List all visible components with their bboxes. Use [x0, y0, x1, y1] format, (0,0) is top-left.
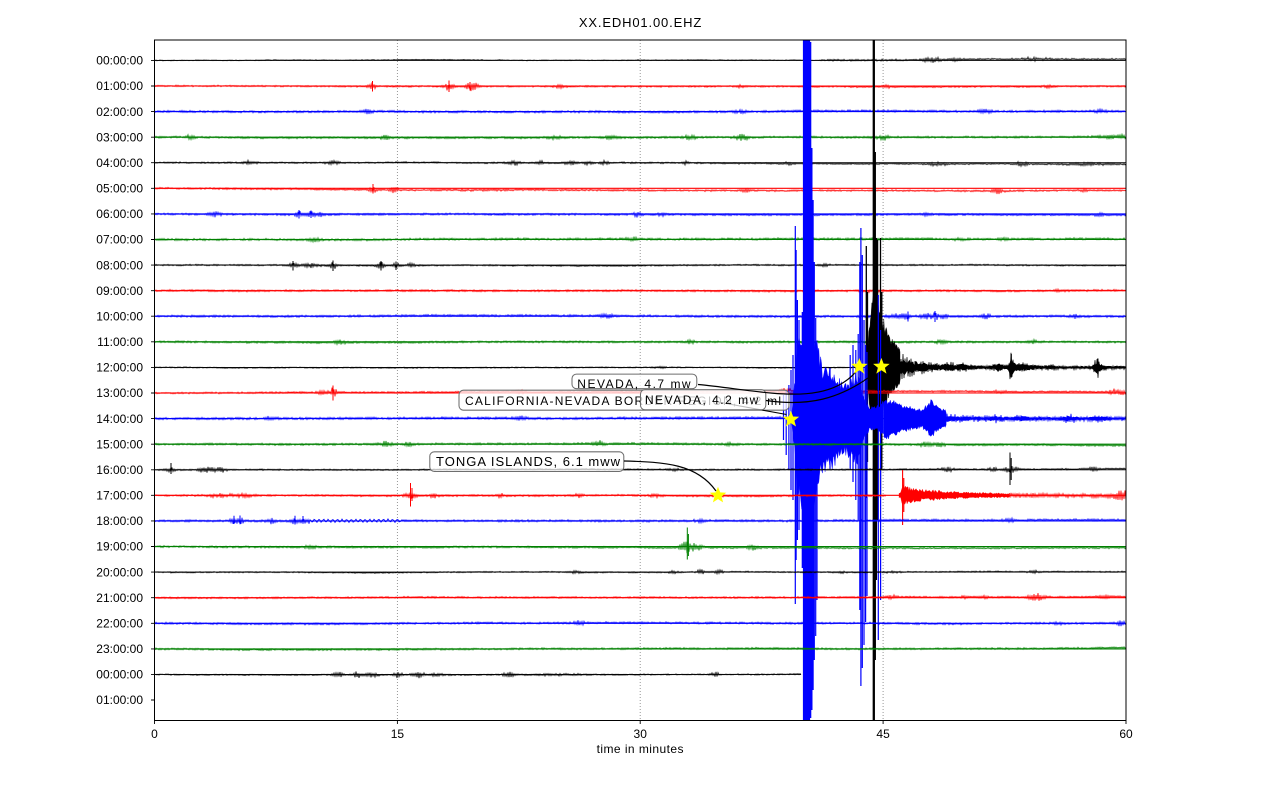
svg-text:18:00:00: 18:00:00: [96, 514, 143, 528]
svg-text:XX.EDH01.00.EHZ: XX.EDH01.00.EHZ: [579, 15, 702, 30]
svg-text:15:00:00: 15:00:00: [96, 437, 143, 451]
svg-text:15: 15: [391, 727, 405, 741]
svg-text:13:00:00: 13:00:00: [96, 386, 143, 400]
svg-text:01:00:00: 01:00:00: [96, 79, 143, 93]
svg-text:16:00:00: 16:00:00: [96, 463, 143, 477]
svg-text:NEVADA, 4.2 mw: NEVADA, 4.2 mw: [645, 393, 760, 407]
svg-text:04:00:00: 04:00:00: [96, 156, 143, 170]
svg-text:time in minutes: time in minutes: [597, 742, 684, 756]
svg-text:07:00:00: 07:00:00: [96, 233, 143, 247]
svg-text:01:00:00: 01:00:00: [96, 693, 143, 707]
svg-text:0: 0: [151, 727, 158, 741]
svg-text:21:00:00: 21:00:00: [96, 591, 143, 605]
svg-text:00:00:00: 00:00:00: [96, 54, 143, 68]
svg-text:20:00:00: 20:00:00: [96, 565, 143, 579]
svg-text:06:00:00: 06:00:00: [96, 207, 143, 221]
svg-text:TONGA ISLANDS, 6.1 mww: TONGA ISLANDS, 6.1 mww: [436, 454, 621, 469]
svg-text:NEVADA, 4.7 mw: NEVADA, 4.7 mw: [577, 377, 692, 391]
svg-text:22:00:00: 22:00:00: [96, 617, 143, 631]
svg-text:45: 45: [876, 727, 890, 741]
svg-text:09:00:00: 09:00:00: [96, 284, 143, 298]
svg-text:19:00:00: 19:00:00: [96, 540, 143, 554]
svg-text:23:00:00: 23:00:00: [96, 642, 143, 656]
svg-text:17:00:00: 17:00:00: [96, 489, 143, 503]
svg-text:02:00:00: 02:00:00: [96, 105, 143, 119]
svg-text:00:00:00: 00:00:00: [96, 668, 143, 682]
svg-text:03:00:00: 03:00:00: [96, 130, 143, 144]
svg-text:10:00:00: 10:00:00: [96, 309, 143, 323]
svg-text:14:00:00: 14:00:00: [96, 412, 143, 426]
svg-text:08:00:00: 08:00:00: [96, 258, 143, 272]
svg-text:05:00:00: 05:00:00: [96, 182, 143, 196]
svg-text:11:00:00: 11:00:00: [97, 335, 143, 349]
svg-text:12:00:00: 12:00:00: [96, 361, 143, 375]
svg-text:60: 60: [1119, 727, 1133, 741]
svg-text:30: 30: [634, 727, 648, 741]
